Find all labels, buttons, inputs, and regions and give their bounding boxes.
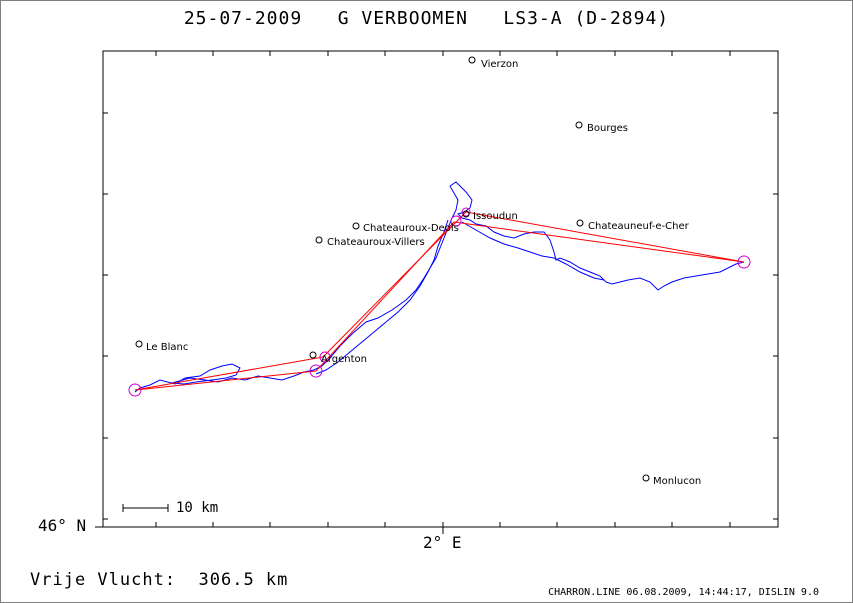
scale-label: 10 km: [176, 500, 219, 516]
gps-track: [134, 181, 745, 393]
gps-track-branch: [315, 219, 449, 375]
program-info: CHARRON.LINE 06.08.2009, 14:44:17, DISLI…: [548, 587, 819, 598]
town-label: Argenton: [321, 354, 367, 365]
latitude-label: 46° N: [38, 516, 87, 535]
scale-bar: [122, 504, 169, 512]
task-lines: [134, 211, 745, 391]
town-label: Chateauroux-Deols: [363, 223, 459, 234]
longitude-label: 2° E: [423, 533, 462, 552]
map-frame: [102, 50, 779, 528]
free-flight-distance: Vrije Vlucht: 306.5 km: [30, 570, 289, 590]
town-label: Vierzon: [481, 59, 519, 70]
town-label: Bourges: [587, 123, 628, 134]
town-label: Chateauroux-Villers: [327, 237, 425, 248]
town-label: Issoudun: [473, 211, 518, 222]
town-label: Chateauneuf-e-Cher: [588, 221, 689, 232]
map-ticks: [95, 51, 778, 534]
gps-track-return: [461, 221, 605, 281]
town-markers: [135, 56, 650, 482]
flight-title: 25-07-2009 G VERBOOMEN LS3-A (D-2894): [183, 8, 670, 29]
town-label: Monlucon: [653, 476, 702, 487]
town-label: Le Blanc: [146, 342, 189, 353]
turnpoints: [128, 207, 751, 397]
